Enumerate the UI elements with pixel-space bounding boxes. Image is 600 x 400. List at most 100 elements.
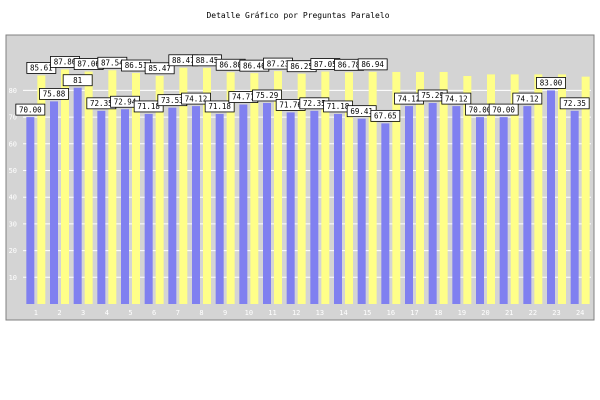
- bar: [239, 104, 248, 305]
- data-label-text: 72.35: [563, 99, 586, 108]
- bar: [286, 112, 295, 304]
- data-label-text: 87.54: [101, 58, 124, 67]
- bar: [179, 67, 188, 305]
- x-tick-label: 14: [339, 309, 347, 317]
- bar: [168, 107, 177, 304]
- data-label: 85.61: [26, 62, 57, 74]
- data-label-box: [559, 97, 590, 110]
- data-label-text: 70.00: [469, 105, 492, 114]
- data-label-text: 88.45: [196, 56, 219, 65]
- data-label-text: 74.71: [232, 93, 255, 102]
- bar: [570, 110, 579, 304]
- x-tick-label: 22: [529, 309, 537, 317]
- data-label-text: 87.86: [54, 58, 77, 67]
- data-label: 85.47: [144, 62, 175, 75]
- bar: [250, 73, 259, 305]
- data-label: 86.94: [357, 58, 388, 71]
- data-label-text: 74.12: [398, 94, 421, 103]
- data-label: 81: [62, 74, 93, 87]
- bar: [263, 102, 271, 304]
- bar: [310, 110, 319, 304]
- bar: [274, 71, 282, 304]
- data-label-box: [252, 89, 282, 102]
- bar: [97, 110, 106, 304]
- data-label-text: 70.00: [492, 105, 515, 114]
- x-tick-label: 19: [458, 309, 466, 317]
- data-label-text: 86.80: [219, 60, 242, 69]
- bar: [73, 87, 82, 304]
- data-label-box: [536, 77, 566, 89]
- bar: [534, 74, 543, 304]
- bar: [381, 123, 390, 304]
- data-label-box: [357, 58, 388, 71]
- x-tick-label: 1: [34, 309, 38, 317]
- data-label-text: 74.12: [445, 94, 468, 103]
- bar: [476, 117, 484, 304]
- data-label-text: 86.78: [338, 60, 361, 69]
- data-label-text: 72.94: [114, 97, 137, 106]
- data-label: 71.18: [133, 100, 164, 113]
- bar: [487, 74, 495, 304]
- bar: [192, 106, 200, 304]
- x-tick-label: 12: [292, 309, 300, 317]
- data-label-text: 81: [73, 76, 82, 85]
- bar: [50, 101, 58, 305]
- bar: [297, 73, 306, 305]
- y-tick-label: 80: [9, 87, 17, 95]
- x-tick-label: 15: [363, 309, 371, 317]
- x-tick-label: 5: [128, 309, 132, 317]
- data-label-text: 87.06: [77, 60, 100, 69]
- bar: [321, 71, 330, 304]
- bar: [203, 67, 211, 304]
- data-label: 74.12: [441, 92, 472, 105]
- bar: [439, 71, 448, 305]
- x-tick-label: 4: [105, 309, 109, 317]
- data-label-text: 69.41: [350, 107, 373, 116]
- data-label-box: [204, 100, 235, 113]
- bar: [155, 75, 164, 304]
- bar: [581, 76, 590, 304]
- bar: [368, 71, 377, 304]
- x-tick-label: 11: [268, 309, 276, 317]
- bar: [499, 117, 508, 304]
- x-tick-label: 13: [316, 309, 324, 317]
- bar: [510, 74, 519, 304]
- bar: [416, 71, 424, 305]
- data-label-box: [15, 103, 46, 116]
- data-label-text: 75.88: [43, 90, 66, 99]
- bar: [345, 72, 353, 305]
- x-tick-label: 6: [152, 309, 156, 317]
- bar: [463, 75, 472, 305]
- data-label-text: 87.05: [314, 60, 337, 69]
- data-label-text: 83.00: [540, 79, 563, 88]
- data-label-box: [370, 109, 401, 122]
- bar: [428, 102, 437, 304]
- data-label-box: [133, 100, 164, 113]
- data-label-text: 75.29: [256, 91, 279, 100]
- bar: [215, 113, 224, 304]
- data-label: 67.65: [370, 109, 401, 122]
- bar: [392, 71, 401, 305]
- y-tick-label: 60: [9, 140, 17, 148]
- bar: [334, 113, 342, 304]
- data-label-text: 74.12: [185, 94, 208, 103]
- x-tick-label: 20: [481, 309, 489, 317]
- x-tick-label: 7: [176, 309, 180, 317]
- x-tick-label: 3: [81, 309, 85, 317]
- x-tick-label: 17: [410, 309, 418, 317]
- data-label: 70.00: [15, 103, 46, 116]
- data-label-box: [181, 92, 211, 105]
- data-label-box: [512, 92, 543, 105]
- bar: [84, 71, 93, 304]
- data-label-text: 67.65: [374, 112, 397, 121]
- y-tick-label: 10: [9, 274, 17, 282]
- data-label-text: 87.23: [267, 59, 290, 68]
- x-tick-label: 8: [199, 309, 203, 317]
- data-label-text: 86.25: [290, 62, 313, 71]
- y-tick-label: 40: [9, 194, 17, 202]
- data-label-text: 74.12: [516, 94, 539, 103]
- bar: [61, 69, 69, 304]
- data-label: 83.00: [536, 77, 566, 89]
